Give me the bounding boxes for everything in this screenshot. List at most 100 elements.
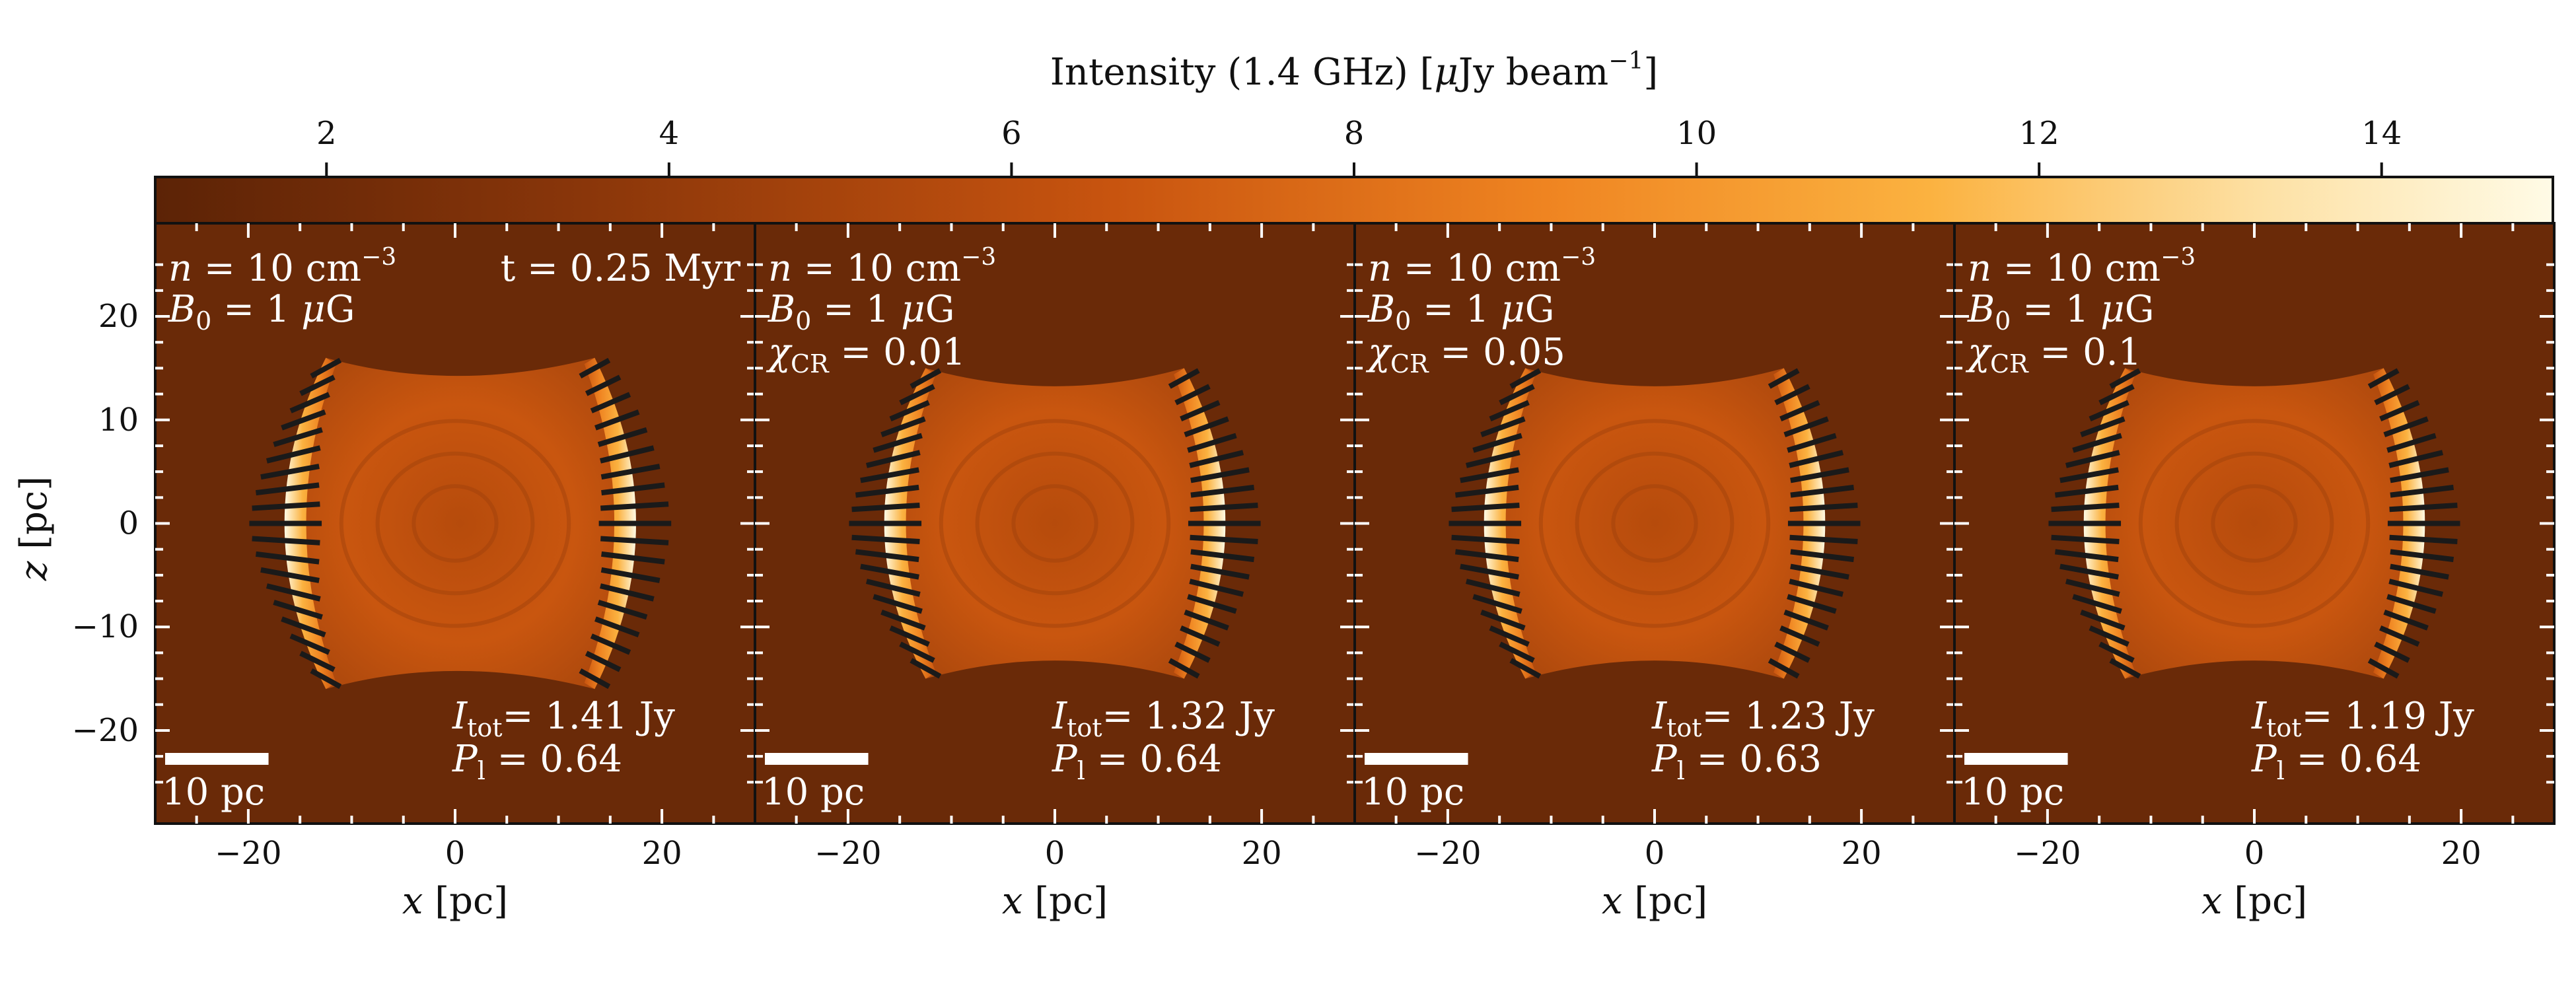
polarization-vector — [1454, 484, 1519, 498]
polarization-vector — [2080, 416, 2126, 438]
density-label: n = 10 cm−3 — [1368, 244, 1596, 290]
polarization-vector — [597, 600, 648, 620]
polarization-vector — [299, 374, 336, 396]
x-tick-label: −20 — [2014, 835, 2081, 872]
polarization-vector — [2080, 609, 2126, 631]
colorbar-ticks: 2 4 6 8 10 12 14 — [316, 115, 2402, 177]
polarization-vector — [594, 616, 640, 638]
shell-rim-right — [2373, 368, 2425, 679]
cr-fraction-label: χCR = 0.05 — [1365, 331, 1565, 378]
polarization-vector — [266, 445, 321, 464]
scale-bar-label: 10 pc — [1361, 771, 1464, 814]
density-label: n = 10 cm−3 — [768, 244, 996, 290]
polarization-vector — [2379, 625, 2420, 647]
polarization-vector — [1774, 384, 1810, 406]
field-label: B0 = 1 μG — [1367, 288, 1554, 336]
polarization-vector — [1779, 625, 1820, 647]
polarization-vector — [2390, 484, 2454, 498]
polarization-vector — [579, 357, 611, 379]
interior-ripple — [939, 419, 1171, 628]
y-tick-label: 10 — [98, 402, 139, 439]
polarization-vector — [2065, 450, 2120, 468]
cr-fraction-label: χCR = 0.1 — [1965, 331, 2141, 378]
interior-ripple — [339, 419, 571, 628]
polarization-vector — [860, 467, 919, 483]
field-label: B0 = 1 μG — [168, 288, 355, 336]
panels: −20 0 20x [pc]n = 10 cm−3B0 = 1 μGt = 0.25… — [154, 222, 2556, 923]
polarization-vector — [1489, 625, 1530, 647]
polarization-vector — [1790, 563, 1849, 580]
polarization-vector — [1451, 502, 1520, 513]
polarization-vector — [273, 427, 323, 447]
x-tick-label: 0 — [1645, 835, 1665, 872]
interior-ripple — [411, 484, 499, 563]
polarization-vector — [252, 501, 320, 511]
polarization-vector — [601, 482, 665, 496]
interior-ripple — [1611, 484, 1698, 563]
polarization-vector — [1180, 400, 1221, 421]
polarization-vector — [600, 567, 661, 583]
scale-bar — [1365, 753, 1468, 765]
polarization-vector — [590, 392, 631, 413]
polarization-vector — [1190, 549, 1255, 563]
polarization-vector — [1480, 609, 1526, 631]
polarization-vector — [1190, 484, 1255, 498]
panel-ticks — [755, 223, 1355, 824]
polarization-vector — [579, 668, 611, 690]
colorbar-tick-label: 8 — [1344, 115, 1365, 152]
polarization-vector — [2367, 658, 2400, 679]
polarization-vector — [873, 594, 923, 614]
polarization-vectors — [1449, 368, 1861, 679]
polarization-vector — [1168, 658, 1200, 679]
polarization-vector — [1783, 416, 1829, 438]
x-axis-label: x [pc] — [2201, 880, 2307, 923]
polarization-fraction-label: Pl = 0.64 — [452, 738, 622, 785]
polarization-vector — [597, 427, 648, 447]
colorbar — [154, 176, 2554, 225]
polarization-vector — [1789, 534, 1858, 545]
polarization-vector — [1480, 416, 1526, 438]
polarization-vectors — [2048, 368, 2460, 679]
polarization-vector — [2379, 400, 2420, 421]
polarization-vector — [310, 668, 342, 690]
x-tick-label: 0 — [445, 835, 466, 872]
colorbar-tick-label: 2 — [316, 115, 337, 152]
polarization-vector — [1184, 416, 1229, 438]
polarization-vector — [2383, 609, 2429, 631]
colorbar-tick-label: 12 — [2019, 115, 2059, 152]
polarization-vector — [600, 536, 669, 546]
polarization-vector — [1789, 502, 1858, 513]
x-tick-label: −20 — [814, 835, 881, 872]
polarization-vector — [1787, 433, 1837, 453]
total-intensity-label: Itot= 1.23 Jy — [1651, 695, 1875, 742]
x-axis-label: x [pc] — [1002, 880, 1108, 923]
panel-ticks — [155, 223, 755, 824]
polarization-vector — [889, 400, 930, 421]
colorbar-tick-label: 10 — [1676, 115, 1717, 152]
polarization-vector — [1174, 384, 1211, 406]
polarization-vector — [2072, 433, 2122, 453]
density-label: n = 10 cm−3 — [1968, 244, 2196, 290]
polarization-vector — [880, 416, 926, 438]
polarization-vector — [1499, 641, 1535, 663]
polarization-vector — [2072, 594, 2122, 614]
polarization-vector — [1454, 549, 1519, 563]
polarization-vector — [2089, 400, 2129, 421]
polarization-vector — [1460, 563, 1519, 580]
x-tick-label: 0 — [1045, 835, 1065, 872]
polarization-vector — [851, 534, 920, 545]
shell-rim-left — [284, 357, 336, 690]
cr-fraction-label: χCR = 0.01 — [766, 331, 966, 378]
polarization-vector — [1174, 641, 1211, 663]
x-tick-label: 0 — [2244, 835, 2265, 872]
polarization-vector — [860, 563, 919, 580]
polarization-vector — [1472, 594, 1522, 614]
total-intensity-label: Itot= 1.32 Jy — [1052, 695, 1275, 742]
polarization-vector — [601, 551, 665, 565]
polarization-vector — [1779, 400, 1820, 421]
interior-ripple — [975, 451, 1135, 596]
polarization-vector — [2089, 625, 2129, 647]
interior-ripple — [375, 451, 535, 596]
polarization-vector — [1187, 594, 1237, 614]
